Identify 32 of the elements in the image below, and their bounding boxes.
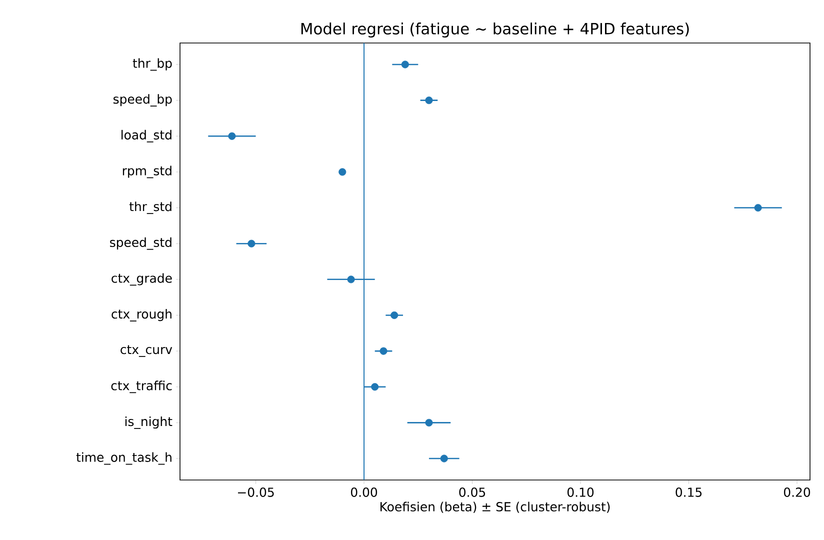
y-tick-label: ctx_grade	[112, 273, 172, 286]
point	[380, 347, 388, 355]
point	[248, 240, 256, 248]
point	[401, 60, 409, 68]
point	[228, 132, 236, 140]
y-tick-label: thr_bp	[132, 58, 172, 71]
y-tick-label: speed_std	[110, 237, 172, 250]
x-tick-label: 0.00	[350, 488, 378, 497]
y-tick-label: speed_bp	[113, 94, 172, 107]
point	[347, 276, 355, 284]
x-tick-label: 0.15	[676, 488, 702, 497]
y-tick-label: ctx_traffic	[111, 380, 172, 394]
chart-title: Model regresi (fatigue ~ baseline + 4PID features)	[301, 22, 689, 38]
point	[425, 418, 433, 426]
y-tick-label: thr_std	[129, 202, 172, 214]
point	[371, 383, 379, 391]
x-axis-title: Koefisien (beta) ± SE (cluster-robust)	[380, 502, 610, 513]
x-tick-label: 0.20	[784, 488, 810, 497]
y-tick-label: load_std	[122, 130, 172, 142]
point	[440, 454, 448, 462]
y-tick-label: time_on_task_h	[76, 452, 172, 465]
x-tick-label: 0.10	[567, 488, 594, 497]
point	[425, 96, 433, 104]
y-tick-label: ctx_curv	[120, 345, 172, 357]
point	[338, 168, 346, 176]
point	[390, 311, 398, 320]
x-tick-label: −0.05	[238, 488, 274, 497]
x-tick-label: 0.05	[459, 488, 486, 497]
y-tick-label: is_night	[125, 416, 172, 429]
y-tick-label: rpm_std	[122, 166, 172, 178]
point	[754, 204, 762, 212]
y-tick-label: ctx_rough	[112, 309, 172, 322]
